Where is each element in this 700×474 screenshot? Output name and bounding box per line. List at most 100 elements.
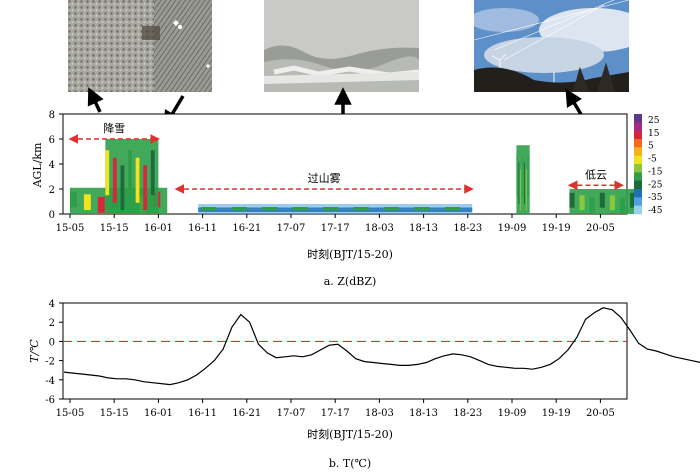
x-tick-label: 16-11 — [188, 408, 217, 419]
echo-cell — [143, 165, 148, 211]
colorbar-swatch — [634, 147, 642, 156]
colorbar-tick-label: -25 — [648, 180, 663, 190]
annotation-label: 低云 — [585, 168, 607, 181]
echo-cell — [262, 207, 278, 211]
echo-region — [516, 145, 530, 214]
echo-cell — [112, 157, 117, 203]
chart-a-y-ticks: 0 2 4 6 8 — [49, 110, 63, 221]
x-tick-label: 15-05 — [56, 408, 85, 419]
echo-cell — [201, 207, 217, 211]
chart-a-ylabel: AGL/km — [31, 142, 44, 188]
echo-cell — [83, 194, 91, 211]
echo-cell — [70, 191, 77, 208]
x-tick-label: 17-17 — [321, 223, 350, 234]
echo-region — [569, 189, 641, 214]
annotation-label: 过山雾 — [308, 172, 341, 185]
x-tick-label: 16-21 — [232, 223, 261, 234]
echo-cell — [589, 197, 595, 213]
x-tick-label: 19-09 — [498, 408, 527, 419]
y-tick-label: 4 — [49, 160, 55, 171]
colorbar-tick-label: -15 — [648, 167, 663, 177]
colorbar-swatch — [634, 114, 642, 123]
chart-a-x-ticks: 15-05 15-15 16-01 16-11 16-21 17-07 17-17 18-03… — [56, 214, 615, 234]
x-tick-label: 18-13 — [409, 223, 438, 234]
photo-pointer-arrow — [87, 87, 104, 113]
chart-a-xlabel: 时刻(BJT/15-20) — [307, 247, 393, 261]
echo-cell — [353, 207, 369, 211]
x-tick-label: 15-15 — [100, 408, 129, 419]
colorbar-swatch — [634, 139, 642, 148]
x-tick-label: 18-23 — [453, 408, 482, 419]
echo-cell — [383, 207, 400, 211]
chart-b-xlabel: 时刻(BJT/15-20) — [307, 427, 393, 441]
echo-region — [198, 204, 473, 214]
echo-cell — [414, 207, 430, 211]
x-tick-label: 18-03 — [365, 408, 394, 419]
echo-cell — [105, 150, 110, 196]
x-tick-label: 16-21 — [232, 408, 261, 419]
colorbar-swatch — [634, 197, 642, 206]
chart-b-ylabel: T/℃ — [28, 339, 41, 363]
echo-cell — [518, 162, 520, 204]
annotation-label: 降雪 — [103, 121, 125, 135]
chart-b-x-ticks: 15-05 15-15 16-01 16-11 16-21 17-07 17-17 18-03… — [56, 399, 615, 419]
x-tick-label: 16-11 — [188, 223, 217, 234]
echo-cell — [619, 197, 626, 213]
temperature-chart: -6 -4 -2 0 2 4 15-05 15-15 16-01 16-11 16-21 17-07… — [28, 299, 700, 470]
photo-cloud — [474, 0, 629, 92]
colorbar-swatch — [634, 122, 642, 131]
colorbar-swatch — [634, 189, 642, 198]
x-tick-label: 17-17 — [321, 408, 350, 419]
echo-cell — [523, 162, 525, 204]
echo-cell — [599, 192, 605, 208]
echo-cell — [97, 196, 105, 213]
echo-cell — [569, 192, 575, 208]
chart-b-caption: b. T(℃) — [329, 457, 371, 470]
colorbar: 25 15 5 -5 -15 -25 -35 -45 — [634, 114, 663, 216]
echo-cell — [444, 207, 460, 211]
y-tick-label: 0 — [49, 210, 55, 221]
x-tick-label: 19-19 — [542, 223, 571, 234]
colorbar-tick-label: 25 — [648, 116, 660, 126]
y-tick-label: -4 — [45, 376, 55, 387]
echo-cell — [322, 207, 339, 211]
chart-b-frame — [62, 302, 628, 400]
echo-cell — [525, 169, 527, 211]
x-tick-label: 19-19 — [542, 408, 571, 419]
echo-cell — [579, 195, 585, 211]
snowfall-photo-icon — [68, 0, 212, 92]
echo-cell — [292, 207, 308, 211]
colorbar-tick-label: -35 — [648, 193, 663, 203]
x-tick-label: 19-09 — [498, 223, 527, 234]
x-tick-label: 15-05 — [56, 223, 85, 234]
photo-fog — [264, 0, 419, 92]
colorbar-swatch — [634, 180, 642, 190]
temperature-series-line — [63, 307, 700, 386]
y-tick-label: 6 — [49, 135, 55, 146]
x-tick-label: 18-13 — [409, 408, 438, 419]
echo-cell — [120, 165, 125, 211]
photo-snow — [68, 0, 212, 92]
y-tick-label: 4 — [49, 299, 55, 310]
colorbar-swatch — [634, 205, 642, 215]
colorbar-tick-label: -5 — [648, 155, 657, 165]
echo-cell — [150, 150, 155, 196]
colorbar-swatch — [634, 155, 642, 165]
chart-b-y-ticks: -6 -4 -2 0 2 4 — [45, 299, 63, 406]
echo-cell — [135, 157, 140, 203]
chart-a-echoes — [70, 139, 641, 214]
x-tick-label: 18-23 — [453, 223, 482, 234]
y-tick-label: 0 — [49, 337, 55, 348]
x-tick-label: 16-01 — [144, 408, 173, 419]
y-tick-label: 2 — [49, 185, 55, 196]
echo-cell — [516, 155, 518, 197]
x-tick-label: 18-03 — [365, 223, 394, 234]
echo-region — [105, 139, 159, 214]
x-tick-label: 20-05 — [586, 223, 615, 234]
colorbar-tick-label: 15 — [648, 129, 660, 139]
echo-cell — [520, 169, 522, 211]
y-tick-label: 8 — [49, 110, 55, 121]
colorbar-swatch — [634, 172, 642, 181]
y-tick-label: -2 — [45, 357, 55, 368]
